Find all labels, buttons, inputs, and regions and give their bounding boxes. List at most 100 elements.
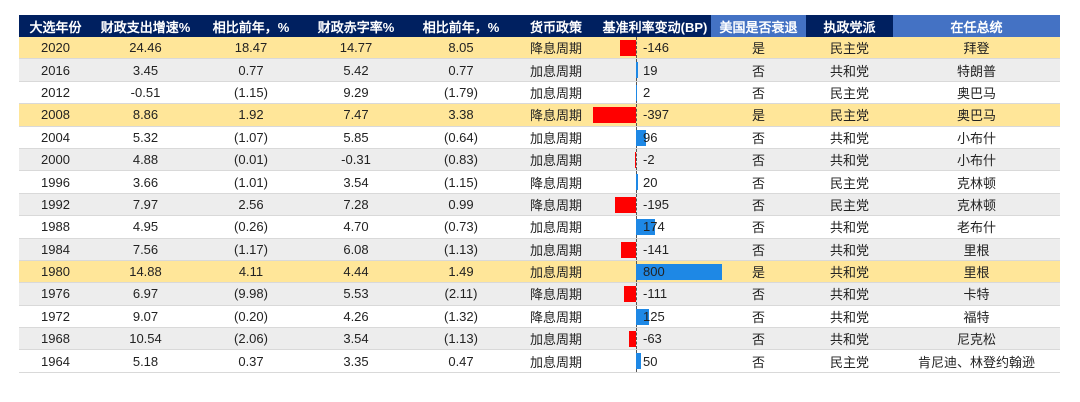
bp-value: -195 xyxy=(643,196,670,212)
bp-value: 800 xyxy=(643,264,665,280)
cell-spending-growth: 14.88 xyxy=(129,264,162,280)
bp-bar xyxy=(636,353,642,370)
cell-recession: 否 xyxy=(751,354,765,370)
bp-value: -111 xyxy=(643,286,668,302)
table-row: 1988 4.95 (0.26) 4.70 (0.73) 加息周期 174 否 共和党 老布什 xyxy=(19,216,1060,239)
cell-party: 民主党 xyxy=(829,175,869,191)
cell-year: 2004 xyxy=(41,129,70,145)
cell-monetary-policy: 加息周期 xyxy=(529,354,582,370)
bp-bar xyxy=(636,84,637,101)
cell-spending-change: (0.20) xyxy=(234,308,268,324)
table-row: 1980 14.88 4.11 4.44 1.49 加息周期 800 是 共和党 里根 xyxy=(19,260,1060,284)
cell-spending-growth: 4.88 xyxy=(132,152,159,168)
header-monetary-policy[interactable]: 货币政策 xyxy=(513,15,599,37)
cell-spending-growth: -0.51 xyxy=(130,84,161,100)
bp-bar xyxy=(620,40,636,56)
cell-president: 拜登 xyxy=(963,41,990,57)
cell-president: 奥巴马 xyxy=(956,85,996,101)
bp-value: -146 xyxy=(643,40,670,56)
table-row: 1976 6.97 (9.98) 5.53 (2.11) 降息周期 -111 否 共和党 卡特 xyxy=(19,283,1060,306)
header-fiscal-spending-growth[interactable]: 财政支出增速% xyxy=(92,15,199,37)
cell-year: 2016 xyxy=(41,62,70,78)
cell-year: 1996 xyxy=(41,174,70,190)
cell-year: 1988 xyxy=(41,219,70,235)
cell-deficit-rate: 5.85 xyxy=(343,129,369,145)
cell-deficit-rate: 6.08 xyxy=(343,241,369,257)
cell-spending-change: (2.06) xyxy=(234,331,268,347)
table-header: 大选年份 财政支出增速% 相比前年，% 财政赤字率% 相比前年，% 货币政策 基… xyxy=(19,15,1060,37)
cell-year: 1972 xyxy=(41,308,70,324)
cell-spending-change: 0.37 xyxy=(238,353,264,369)
cell-president: 里根 xyxy=(963,242,990,258)
bp-zero-axis xyxy=(636,193,637,216)
cell-monetary-policy: 加息周期 xyxy=(529,242,582,258)
cell-spending-growth: 3.45 xyxy=(132,62,159,78)
cell-spending-change: 4.11 xyxy=(238,264,264,280)
cell-party: 民主党 xyxy=(829,41,869,57)
table-row: 2020 24.46 18.47 14.77 8.05 降息周期 -146 是 民主党 拜登 xyxy=(19,37,1060,60)
cell-deficit-change: (1.15) xyxy=(444,174,478,190)
cell-party: 共和党 xyxy=(829,287,869,303)
table-row: 1968 10.54 (2.06) 3.54 (1.13) 加息周期 -63 否 共和党 尼克松 xyxy=(19,328,1060,351)
cell-rate-change: -397 xyxy=(593,104,711,126)
cell-year: 1984 xyxy=(41,241,70,257)
bp-value: 50 xyxy=(643,353,658,369)
cell-rate-change: 96 xyxy=(599,126,711,148)
cell-recession: 否 xyxy=(751,242,765,258)
cell-spending-growth: 4.95 xyxy=(132,219,159,235)
cell-monetary-policy: 加息周期 xyxy=(529,85,582,101)
cell-deficit-rate: 3.54 xyxy=(343,174,369,190)
cell-president: 奥巴马 xyxy=(956,108,996,124)
cell-spending-growth: 24.46 xyxy=(129,40,162,56)
cell-deficit-rate: 5.53 xyxy=(343,286,369,302)
cell-party: 共和党 xyxy=(829,153,869,169)
cell-spending-change: (9.98) xyxy=(234,286,268,302)
cell-deficit-rate: 4.70 xyxy=(343,219,369,235)
header-spending-change[interactable]: 相比前年，% xyxy=(199,15,303,37)
cell-spending-growth: 8.86 xyxy=(132,107,159,123)
cell-deficit-change: (1.32) xyxy=(444,308,478,324)
cell-recession: 否 xyxy=(751,85,765,101)
bp-zero-axis xyxy=(636,104,637,126)
cell-deficit-change: (1.13) xyxy=(444,331,478,347)
table-row: 1964 5.18 0.37 3.35 0.47 加息周期 50 否 民主党 肯尼迪、林登约翰逊 xyxy=(19,350,1060,373)
header-ruling-party[interactable]: 执政党派 xyxy=(806,15,893,37)
cell-party: 共和党 xyxy=(829,130,869,146)
header-recession[interactable]: 美国是否衰退 xyxy=(711,15,806,37)
cell-spending-change: (0.01) xyxy=(234,152,268,168)
table-body: 2020 24.46 18.47 14.77 8.05 降息周期 -146 是民主党 拜登 201… xyxy=(19,37,1060,373)
cell-recession: 否 xyxy=(751,130,765,146)
table-row: 1984 7.56 (1.17) 6.08 (1.13) 加息周期 -141 否 共和党 里根 xyxy=(19,238,1060,261)
header-president[interactable]: 在任总统 xyxy=(893,15,1060,37)
header-deficit-rate[interactable]: 财政赤字率% xyxy=(303,15,409,37)
cell-spending-change: 2.56 xyxy=(238,196,264,212)
cell-monetary-policy: 加息周期 xyxy=(529,130,582,146)
cell-deficit-change: 1.49 xyxy=(448,264,474,280)
bp-bar xyxy=(620,241,636,258)
cell-year: 1992 xyxy=(41,196,70,212)
cell-rate-change: 20 xyxy=(599,171,711,193)
cell-spending-growth: 7.56 xyxy=(132,241,159,257)
bp-value: 20 xyxy=(643,174,658,190)
bp-zero-axis xyxy=(636,283,637,305)
cell-president: 老布什 xyxy=(956,220,996,236)
cell-spending-growth: 7.97 xyxy=(132,196,159,212)
cell-party: 共和党 xyxy=(829,63,869,79)
cell-recession: 否 xyxy=(751,332,765,348)
header-rate-change-bp[interactable]: 基准利率变动(BP) xyxy=(599,15,711,37)
cell-monetary-policy: 降息周期 xyxy=(529,108,582,124)
cell-rate-change: 2 xyxy=(599,81,711,104)
cell-president: 克林顿 xyxy=(956,175,996,191)
cell-recession: 否 xyxy=(751,287,765,303)
cell-year: 1976 xyxy=(41,286,70,302)
cell-rate-change: 19 xyxy=(599,59,711,81)
cell-monetary-policy: 加息周期 xyxy=(529,63,582,79)
header-deficit-change[interactable]: 相比前年，% xyxy=(409,15,513,37)
header-year[interactable]: 大选年份 xyxy=(19,15,92,37)
cell-monetary-policy: 降息周期 xyxy=(529,175,582,191)
cell-recession: 否 xyxy=(751,220,765,236)
cell-president: 克林顿 xyxy=(956,197,996,213)
bp-value: -63 xyxy=(643,331,662,347)
cell-deficit-rate: 3.54 xyxy=(343,331,369,347)
cell-recession: 否 xyxy=(751,175,765,191)
